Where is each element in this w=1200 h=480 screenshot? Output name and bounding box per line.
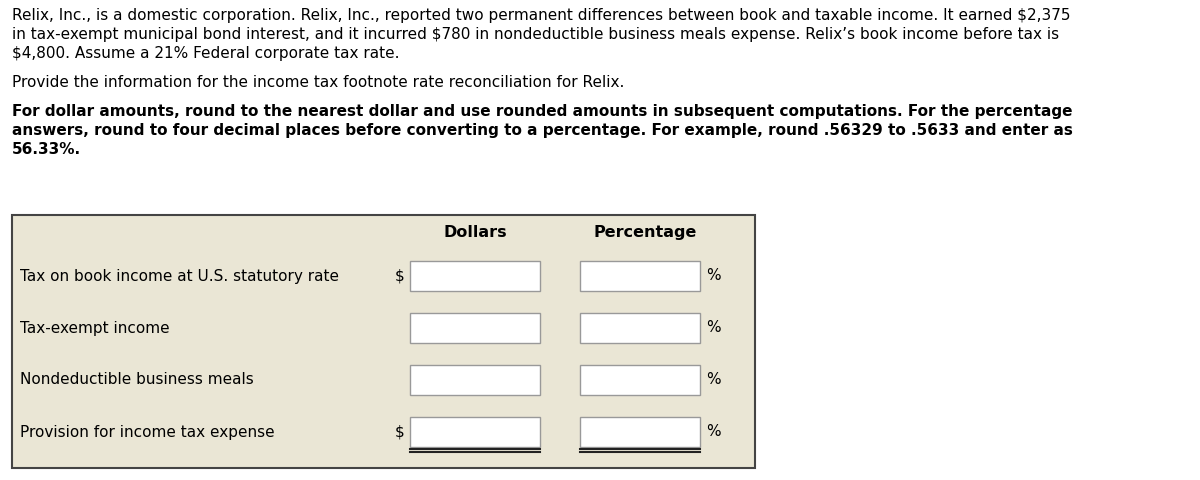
Bar — [410, 417, 540, 447]
Bar — [410, 365, 540, 395]
Text: in tax-exempt municipal bond interest, and it incurred $780 in nondeductible bus: in tax-exempt municipal bond interest, a… — [12, 27, 1060, 42]
Text: Dollars: Dollars — [443, 225, 506, 240]
Text: $: $ — [395, 424, 406, 440]
Bar — [410, 313, 540, 343]
Text: %: % — [706, 372, 721, 387]
Text: Provide the information for the income tax footnote rate reconciliation for Reli: Provide the information for the income t… — [12, 75, 624, 90]
Text: Nondeductible business meals: Nondeductible business meals — [20, 372, 253, 387]
Text: $: $ — [395, 268, 406, 284]
Text: Provision for income tax expense: Provision for income tax expense — [20, 424, 275, 440]
Text: Relix, Inc., is a domestic corporation. Relix, Inc., reported two permanent diff: Relix, Inc., is a domestic corporation. … — [12, 8, 1070, 23]
Text: Percentage: Percentage — [593, 225, 697, 240]
Text: For dollar amounts, round to the nearest dollar and use rounded amounts in subse: For dollar amounts, round to the nearest… — [12, 104, 1073, 119]
Text: %: % — [706, 321, 721, 336]
Text: $4,800. Assume a 21% Federal corporate tax rate.: $4,800. Assume a 21% Federal corporate t… — [12, 46, 400, 61]
Text: Tax-exempt income: Tax-exempt income — [20, 321, 169, 336]
Text: answers, round to four decimal places before converting to a percentage. For exa: answers, round to four decimal places be… — [12, 123, 1073, 138]
Bar — [12, 215, 755, 468]
Bar — [580, 261, 700, 291]
Bar — [410, 261, 540, 291]
Bar — [580, 313, 700, 343]
Bar — [580, 417, 700, 447]
Bar — [580, 365, 700, 395]
Text: Tax on book income at U.S. statutory rate: Tax on book income at U.S. statutory rat… — [20, 268, 340, 284]
Text: %: % — [706, 424, 721, 440]
Text: %: % — [706, 268, 721, 284]
Text: 56.33%.: 56.33%. — [12, 142, 82, 157]
